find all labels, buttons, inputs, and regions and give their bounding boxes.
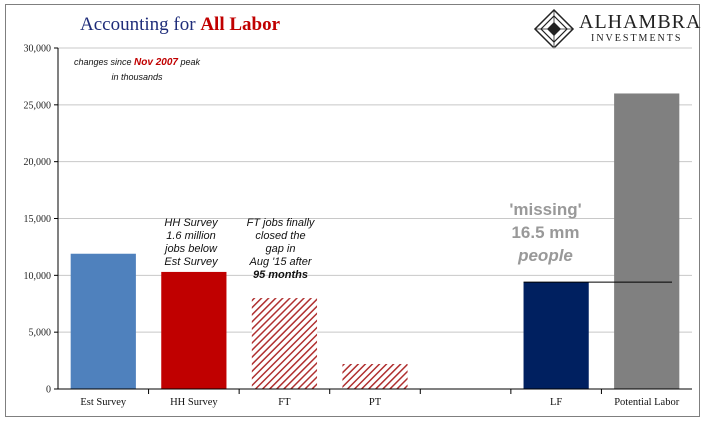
alhambra-logo: ALHAMBRA INVESTMENTS bbox=[533, 8, 702, 52]
note-line2: in thousands bbox=[111, 72, 163, 82]
units-note: changes since Nov 2007 peak in thousands bbox=[62, 55, 212, 84]
x-tick-labels: Est Survey HH Survey FT PT LF Potential Labor bbox=[80, 397, 679, 408]
gridlines bbox=[58, 47, 692, 333]
x-tick-label: PT bbox=[369, 397, 382, 408]
ft-ann-line: gap in bbox=[265, 243, 296, 255]
bar-est-survey bbox=[70, 253, 136, 389]
hh-ann-line: jobs below bbox=[165, 243, 217, 255]
logo-subtitle: INVESTMENTS bbox=[591, 33, 683, 44]
logo-name: ALHAMBRA bbox=[579, 11, 702, 33]
axes bbox=[54, 47, 692, 394]
bar-hh-survey bbox=[161, 271, 227, 389]
chart-title: Accounting for All Labor bbox=[80, 14, 280, 36]
bar-lf bbox=[523, 282, 589, 389]
missing-line: 'missing' bbox=[509, 200, 582, 219]
note-suffix: peak bbox=[180, 57, 201, 67]
x-tick-label: Est Survey bbox=[80, 397, 127, 408]
note-prefix: changes since bbox=[73, 57, 132, 67]
missing-annotation: 'missing' 16.5 mm people bbox=[488, 198, 603, 267]
missing-line: people bbox=[518, 246, 573, 265]
x-tick-label: LF bbox=[550, 397, 562, 408]
ft-ann-line: FT jobs finally bbox=[246, 217, 315, 229]
diamond-logo-icon bbox=[533, 8, 575, 50]
bar-ft bbox=[251, 298, 318, 389]
x-tick-label: Potential Labor bbox=[614, 397, 680, 408]
bars bbox=[70, 93, 680, 389]
y-tick-label: 30,000 bbox=[24, 44, 52, 55]
x-tick-label: FT bbox=[278, 397, 291, 408]
bar-pt bbox=[342, 363, 408, 389]
x-tick-label: HH Survey bbox=[170, 397, 218, 408]
y-tick-label: 10,000 bbox=[24, 271, 52, 282]
bar-potential-labor bbox=[614, 93, 680, 389]
ft-ann-line: closed the bbox=[255, 230, 306, 242]
y-tick-label: 20,000 bbox=[24, 157, 52, 168]
ft-ann-bold: 95 months bbox=[252, 269, 308, 281]
y-tick-label: 5,000 bbox=[29, 328, 52, 339]
missing-line: 16.5 mm bbox=[511, 223, 580, 242]
title-prefix: Accounting for bbox=[80, 14, 196, 35]
ft-annotation: FT jobs finally closed the gap in Aug '1… bbox=[243, 217, 318, 282]
hh-ann-line: 1.6 million bbox=[166, 230, 216, 242]
y-tick-label: 15,000 bbox=[24, 214, 52, 225]
title-highlight: All Labor bbox=[200, 14, 281, 35]
y-tick-label: 25,000 bbox=[24, 100, 52, 111]
hh-ann-line: HH Survey bbox=[164, 217, 218, 229]
hh-annotation: HH Survey 1.6 million jobs below Est Sur… bbox=[158, 217, 224, 269]
y-tick-label: 0 bbox=[46, 385, 51, 396]
y-tick-labels: 0 5,000 10,000 15,000 20,000 25,000 30,000 bbox=[24, 44, 52, 396]
note-highlight: Nov 2007 bbox=[134, 57, 178, 68]
ft-ann-line: Aug '15 after bbox=[249, 256, 312, 268]
hh-ann-line: Est Survey bbox=[164, 256, 218, 268]
